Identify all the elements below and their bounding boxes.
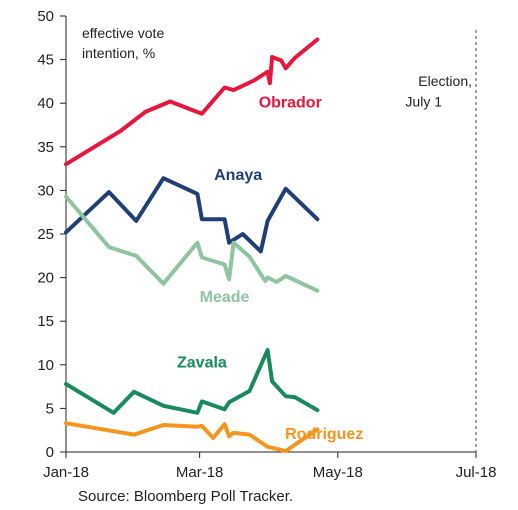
series-label-obrador: Obrador <box>259 95 322 112</box>
series-label-meade: Meade <box>200 289 250 306</box>
x-tick-label: Jan-18 <box>43 464 89 481</box>
y-tick-label: 20 <box>37 270 54 287</box>
series-lines <box>64 37 320 454</box>
series-label-zavala: Zavala <box>177 354 227 371</box>
y-tick-label: 0 <box>46 444 54 461</box>
y-tick-label: 50 <box>37 8 54 25</box>
series-line-rodriguez <box>64 421 320 454</box>
series-line-meade <box>64 194 320 293</box>
y-axis-note: effective vote <box>82 25 164 41</box>
election-label: July 1 <box>405 94 442 110</box>
series-line-anaya <box>64 176 320 254</box>
chart-labels: Election, July 1 effective vote intention, … <box>78 25 472 505</box>
election-label: Election, <box>418 73 472 89</box>
y-axis-note: intention, % <box>82 45 155 61</box>
source-note: Source: Bloomberg Poll Tracker. <box>78 488 293 505</box>
series-label-anaya: Anaya <box>214 167 262 184</box>
series-label-rodriguez: Rodriguez <box>285 426 363 443</box>
series-line-obrador <box>64 37 320 167</box>
y-tick-label: 35 <box>37 139 54 156</box>
series-line-zavala <box>64 348 320 415</box>
y-tick-label: 10 <box>37 357 54 374</box>
y-tick-label: 15 <box>37 313 54 330</box>
y-tick-label: 5 <box>46 400 54 417</box>
x-tick-label: May-18 <box>313 464 363 481</box>
y-tick-label: 30 <box>37 182 54 199</box>
x-tick-label: Mar-18 <box>176 464 224 481</box>
axes: 0 5 10 15 20 25 30 35 40 45 50 Jan-18 Mar-18 May-18 Ju… <box>37 8 496 481</box>
y-tick-label: 40 <box>37 95 54 112</box>
y-tick-label: 45 <box>37 52 54 69</box>
x-tick-label: Jul-18 <box>456 464 497 481</box>
y-tick-label: 25 <box>37 226 54 243</box>
